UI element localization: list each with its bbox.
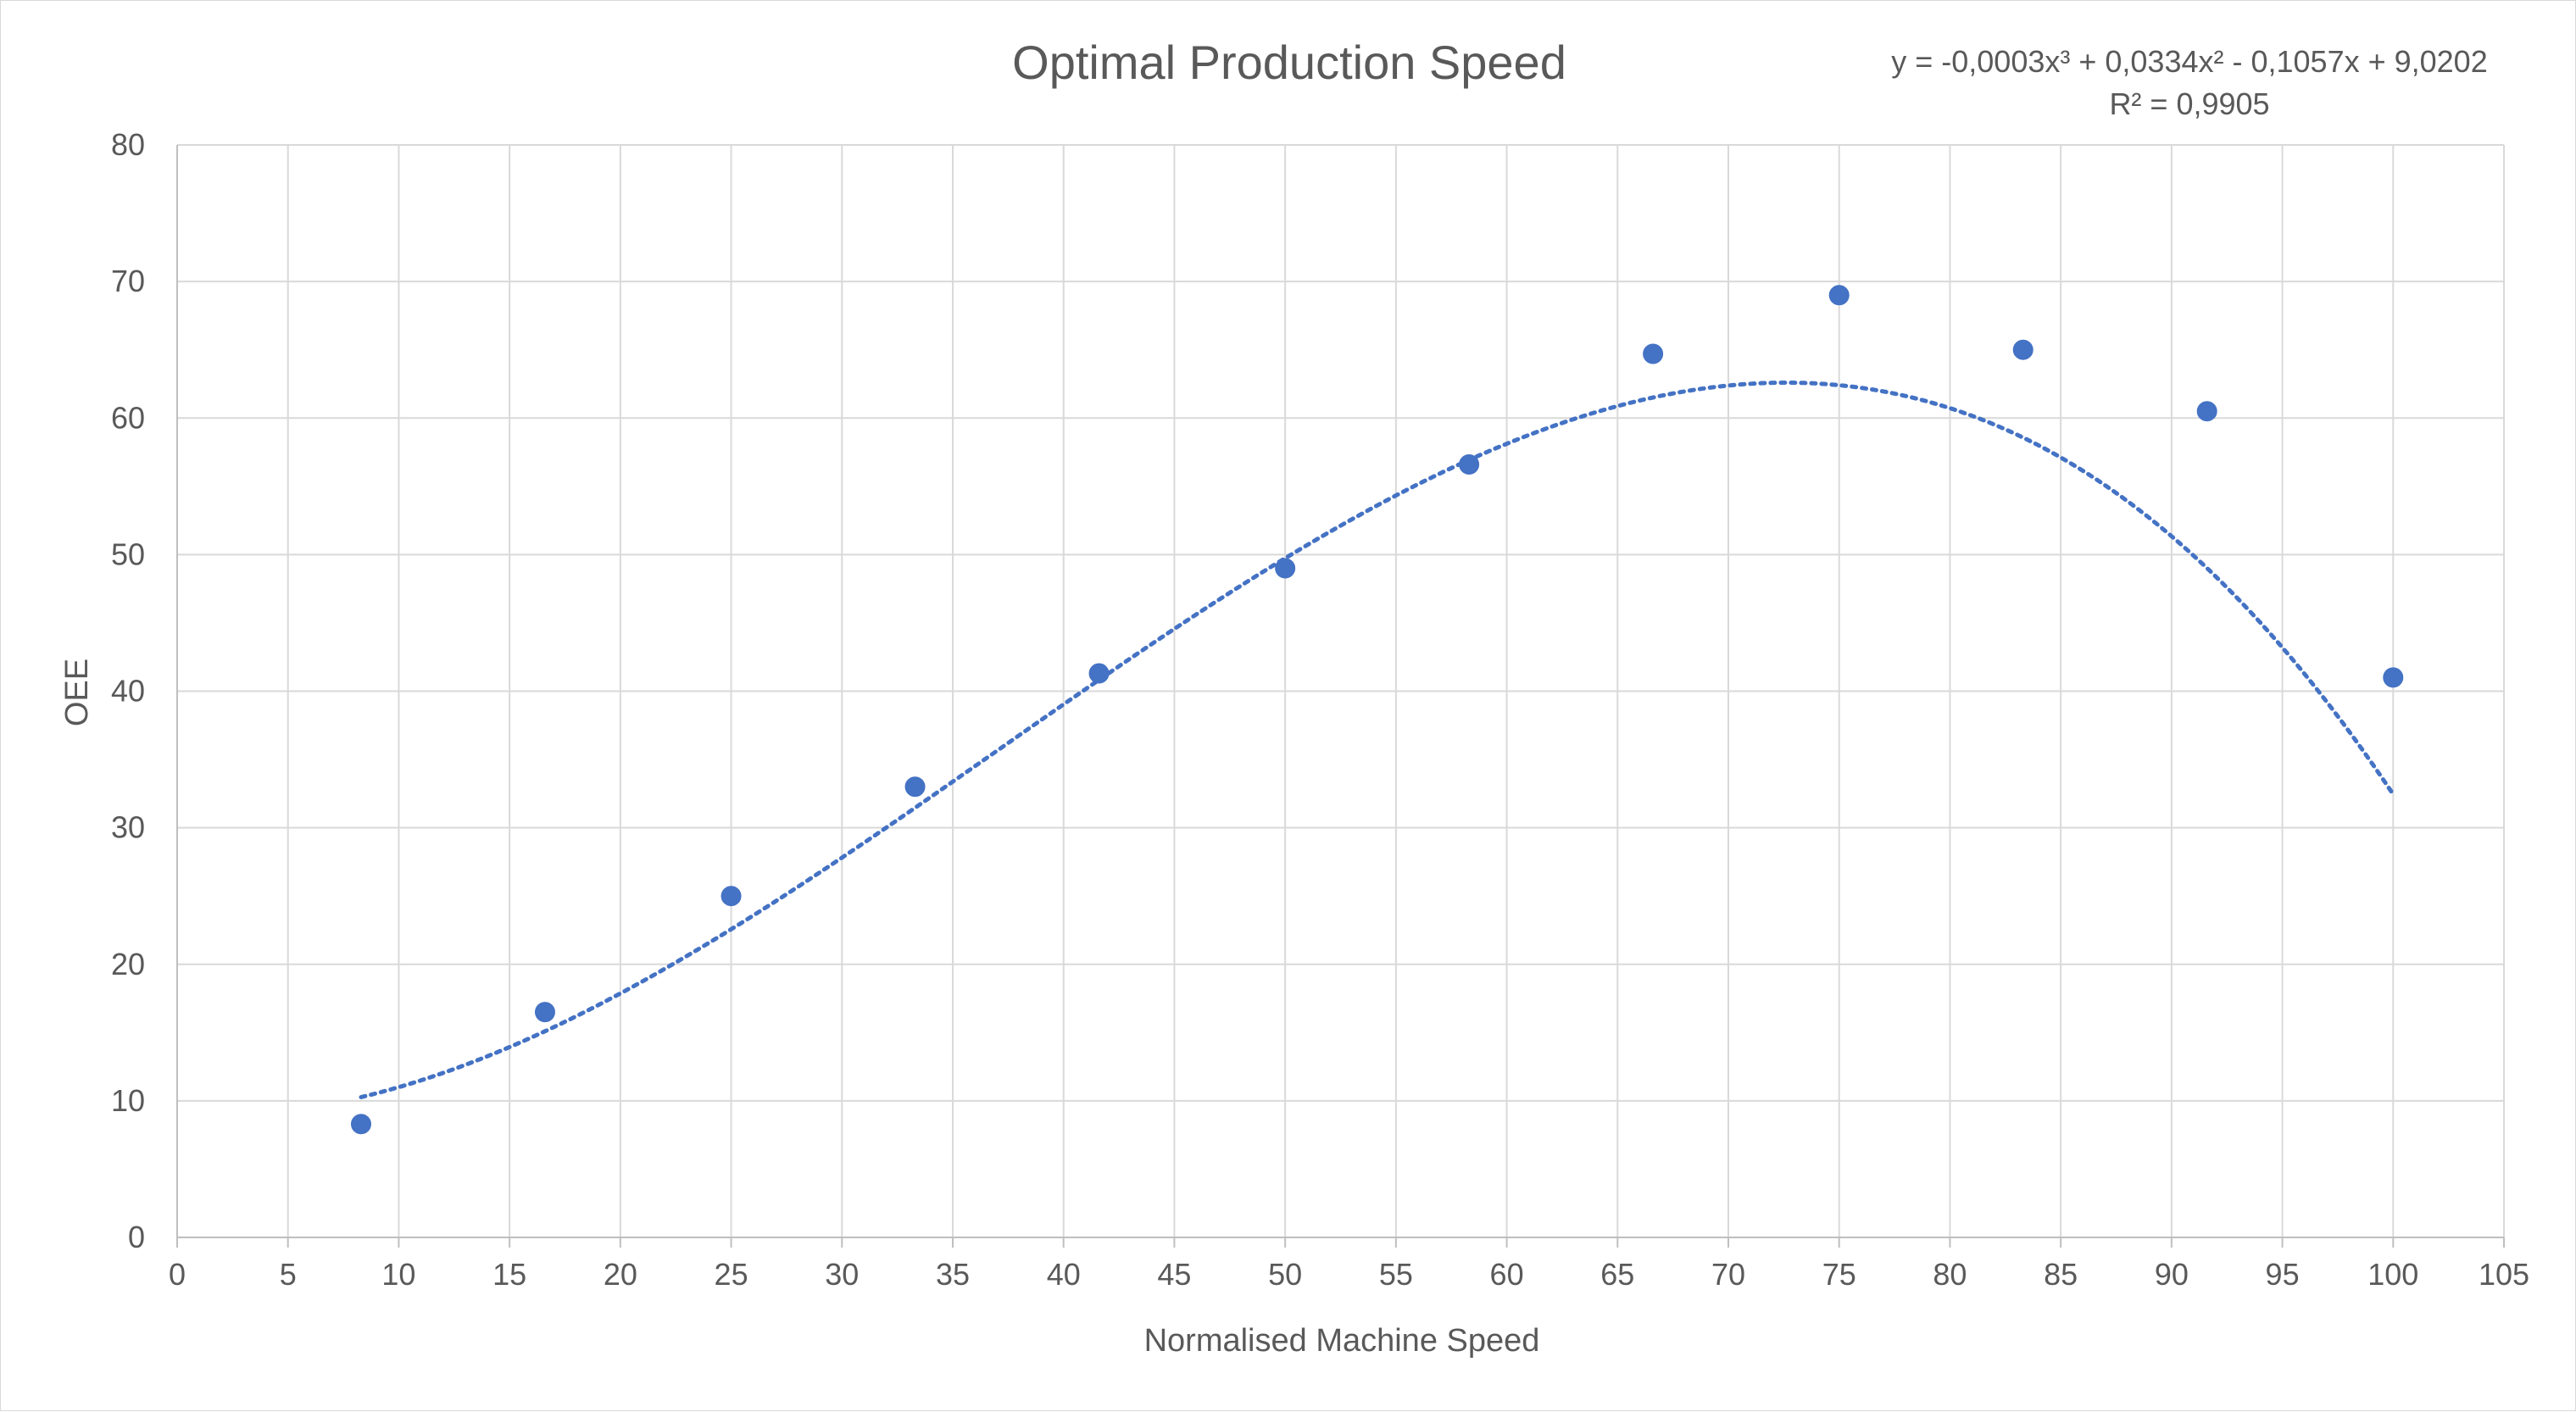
x-tick-label: 30 (825, 1257, 859, 1292)
y-tick-label: 70 (111, 264, 145, 298)
x-tick-label: 10 (381, 1257, 415, 1292)
x-tick-label: 15 (492, 1257, 526, 1292)
x-tick-label: 0 (169, 1257, 186, 1292)
data-point (2196, 401, 2217, 422)
chart-title: Optimal Production Speed (1012, 36, 1566, 89)
x-tick-label: 35 (936, 1257, 970, 1292)
data-point (904, 776, 926, 798)
trendline (359, 380, 2395, 1099)
data-point (1275, 558, 1296, 579)
y-tick-label: 80 (111, 127, 145, 162)
x-tick-label: 20 (604, 1257, 637, 1292)
x-tick-label: 55 (1379, 1257, 1413, 1292)
data-point (1459, 454, 1480, 475)
y-tick-label: 0 (128, 1220, 145, 1254)
data-point (350, 1114, 371, 1135)
data-point (534, 1002, 555, 1023)
trendline-r-squared: R² = 0,9905 (2109, 86, 2269, 121)
x-axis-title: Normalised Machine Speed (1144, 1323, 1540, 1359)
x-tick-label: 85 (2044, 1257, 2078, 1292)
x-tick-label: 95 (2266, 1257, 2300, 1292)
x-tick-label: 50 (1268, 1257, 1302, 1292)
x-tick-label: 105 (2479, 1257, 2529, 1292)
data-point (1828, 285, 1850, 306)
x-tick-label: 90 (2155, 1257, 2189, 1292)
tick-labels: 0 5 10 15 20 25 30 35 40 45 50 55 60 65 70 75 80 85 90 95 10… (111, 127, 2529, 1292)
grid-lines (177, 144, 2505, 1237)
y-tick-label: 60 (111, 400, 145, 435)
trendline-path (359, 380, 2395, 1099)
data-points (350, 285, 2404, 1135)
axes (176, 145, 2505, 1248)
x-tick-label: 80 (1933, 1257, 1967, 1292)
data-point (721, 886, 742, 907)
y-tick-label: 50 (111, 536, 145, 571)
data-point (2383, 667, 2404, 688)
x-tick-label: 75 (1822, 1257, 1856, 1292)
trendline-equation: y = -0,0003x³ + 0,0334x² - 0,1057x + 9,0… (1891, 44, 2487, 79)
x-tick-label: 25 (715, 1257, 748, 1292)
y-tick-label: 20 (111, 947, 145, 981)
y-tick-label: 40 (111, 674, 145, 709)
x-tick-label: 45 (1157, 1257, 1191, 1292)
data-point (1088, 663, 1110, 684)
x-tick-label: 60 (1490, 1257, 1524, 1292)
x-tick-label: 5 (280, 1257, 297, 1292)
y-tick-label: 30 (111, 810, 145, 845)
x-tick-label: 70 (1711, 1257, 1745, 1292)
x-tick-label: 40 (1047, 1257, 1081, 1292)
data-point (2012, 339, 2034, 360)
y-axis-title: OEE (59, 659, 95, 726)
x-tick-label: 100 (2367, 1257, 2418, 1292)
data-point (1643, 343, 1664, 364)
x-tick-label: 65 (1600, 1257, 1634, 1292)
y-tick-label: 10 (111, 1083, 145, 1118)
